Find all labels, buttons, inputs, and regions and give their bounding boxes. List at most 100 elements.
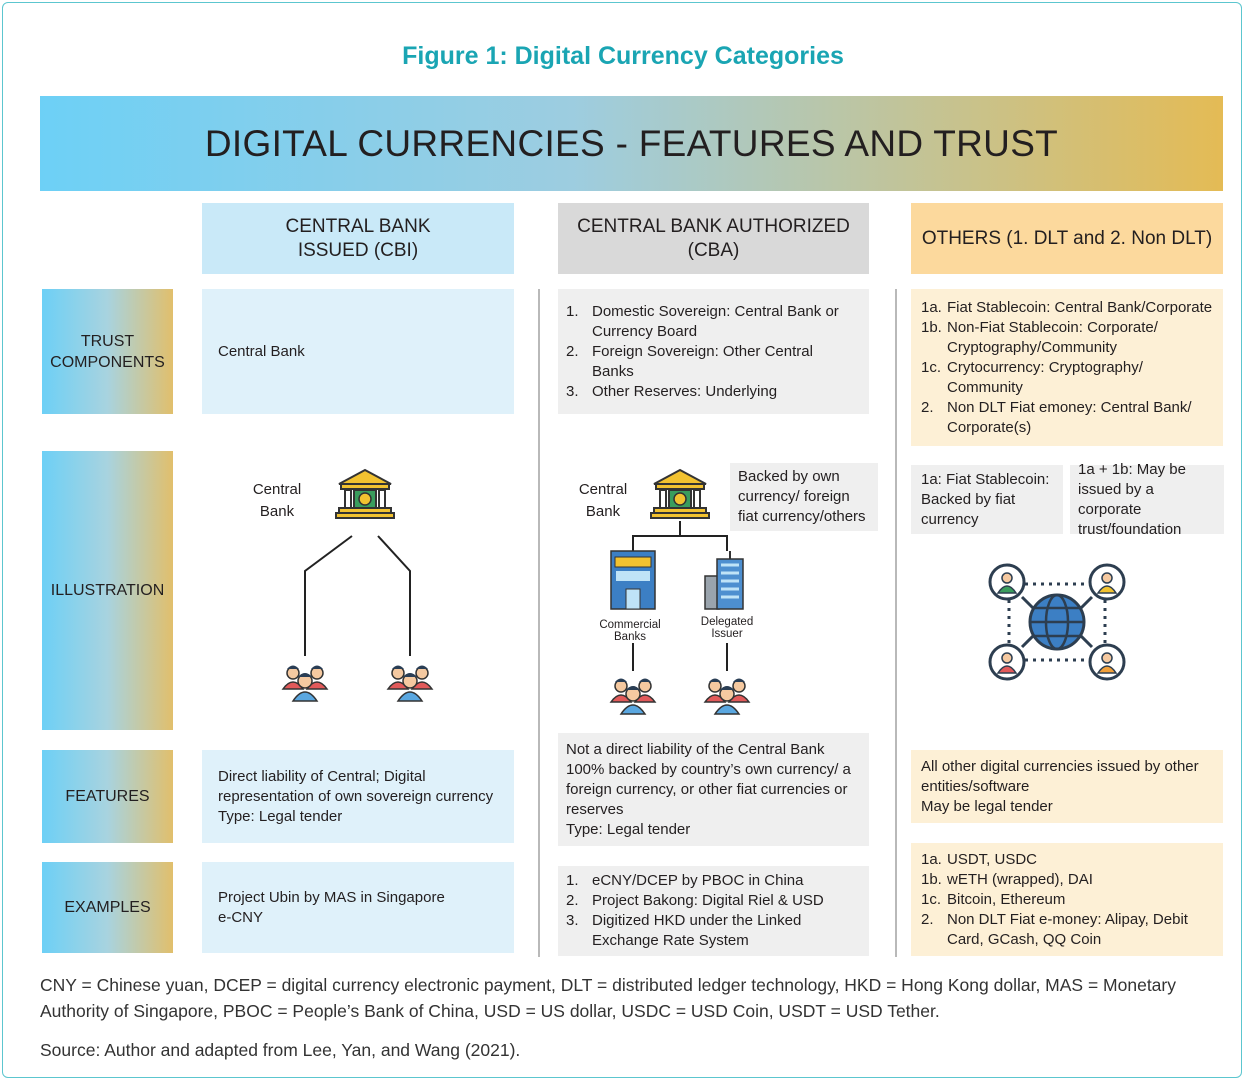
cell: 1a. USDT, USDC 1b. wETH (wrapped), DAI 1c.… xyxy=(911,843,1223,956)
text: May be legal tender xyxy=(921,797,1053,815)
source: Source: Author and adapted from Lee, Yan… xyxy=(40,1040,521,1060)
list-item: 3. Other Reserves: Underlying xyxy=(566,382,853,402)
text: Domestic Sovereign: Central Bank or Curr… xyxy=(592,302,839,340)
text: Backed by own currency/ foreign fiat cur… xyxy=(738,468,866,525)
note: 1a + 1b: May be issued by a corporate tr… xyxy=(1070,461,1224,538)
list-item: 3. Digitized HKD under the Linked Exchang… xyxy=(566,911,853,951)
text: Non DLT Fiat emoney: Central Bank/ Corpo… xyxy=(947,398,1192,436)
marker: 2. xyxy=(566,342,579,360)
list-item: 1. eCNY/DCEP by PBOC in China xyxy=(566,871,853,891)
list-item: 1c. Bitcoin, Ethereum xyxy=(921,890,1213,910)
divider xyxy=(895,289,897,957)
cell: 1. eCNY/DCEP by PBOC in China 2. Project B… xyxy=(558,866,869,956)
text: Crytocurrency: Cryptography/ Community xyxy=(947,358,1143,396)
people-icon xyxy=(610,677,656,715)
text: e-CNY xyxy=(218,908,264,926)
text: Non-Fiat Stablecoin: Corporate/ Cryptogr… xyxy=(947,318,1158,356)
list-item: 1. Domestic Sovereign: Central Bank or Cu… xyxy=(566,302,853,342)
text: All other digital currencies issued by o… xyxy=(921,757,1199,795)
network-icon xyxy=(988,563,1126,681)
column-header: CENTRAL BANK ISSUED (CBI) xyxy=(202,203,514,274)
text: Fiat Stablecoin: Central Bank/Corporate xyxy=(947,298,1213,316)
list-item: 2. Project Bakong: Digital Riel & USD xyxy=(566,891,853,911)
cba-illustration xyxy=(610,469,750,715)
text: Not a direct liability of the Central Ba… xyxy=(566,740,825,758)
marker: 1c. xyxy=(921,890,942,908)
list-item: 1a. Fiat Stablecoin: Central Bank/Corpora… xyxy=(921,298,1219,318)
text: Non DLT Fiat e-money: Alipay, Debit Card… xyxy=(947,910,1188,948)
marker: 1c. xyxy=(921,358,942,376)
divider xyxy=(538,289,540,957)
banner: DIGITAL CURRENCIES - FEATURES AND TRUST xyxy=(40,96,1223,191)
marker: 1b. xyxy=(921,318,942,336)
cell: 1. Domestic Sovereign: Central Bank or Cu… xyxy=(558,289,869,414)
note: Backed by own currency/ foreign fiat cur… xyxy=(730,463,878,531)
text: Central Bank xyxy=(218,342,305,360)
row-label: ILLUSTRATION xyxy=(42,451,173,730)
note: 1a: Fiat Stablecoin: Backed by fiat curr… xyxy=(911,465,1063,534)
commercial-bank-icon xyxy=(610,550,656,610)
footnote: CNY = Chinese yuan, DCEP = digital curre… xyxy=(40,975,1176,1021)
marker: 1. xyxy=(566,872,579,889)
text: Digitized HKD under the Linked Exchange … xyxy=(592,912,802,949)
marker: 1a. xyxy=(921,850,942,868)
text: Project Ubin by MAS in Singapore xyxy=(218,888,445,906)
text: 1a + 1b: May be issued by a corporate tr… xyxy=(1078,460,1186,538)
row-label: TRUST COMPONENTS xyxy=(42,289,173,414)
label: Commercial Banks xyxy=(599,619,661,643)
text: Foreign Sovereign: Other Central Banks xyxy=(592,342,813,380)
marker: 3. xyxy=(566,912,579,929)
text: 1a: Fiat Stablecoin: Backed by fiat curr… xyxy=(921,470,1050,528)
list-item: 2. Non DLT Fiat emoney: Central Bank/ Cor… xyxy=(921,398,1219,438)
bank-icon xyxy=(650,469,710,519)
delegated-issuer-icon xyxy=(704,551,744,610)
text: Other Reserves: Underlying xyxy=(592,382,778,400)
connector xyxy=(304,535,353,656)
text: Direct liability of Central; Digital rep… xyxy=(218,767,494,805)
cbi-illustration xyxy=(282,469,433,702)
marker: 2. xyxy=(921,398,934,416)
list-item: 1c. Crytocurrency: Cryptography/ Communit… xyxy=(921,358,1219,398)
people-icon xyxy=(282,664,328,702)
list-item: 1a. USDT, USDC xyxy=(921,850,1213,870)
list-item: 2. Non DLT Fiat e-money: Alipay, Debit Ca… xyxy=(921,910,1213,950)
cell: Project Ubin by MAS in Singapore e-CNY xyxy=(202,862,514,953)
connector xyxy=(632,521,681,551)
text: Type: Legal tender xyxy=(566,820,691,838)
list-item: 1b. wETH (wrapped), DAI xyxy=(921,870,1213,890)
label: Central Bank xyxy=(578,481,628,520)
text: Type: Legal tender xyxy=(218,807,343,825)
text: USDT, USDC xyxy=(947,850,1038,868)
cell: Central Bank xyxy=(202,289,514,414)
text: wETH (wrapped), DAI xyxy=(947,870,1093,888)
marker: 2. xyxy=(921,910,934,928)
column-header: OTHERS (1. DLT and 2. Non DLT) xyxy=(911,203,1223,274)
label: Central Bank xyxy=(252,481,302,520)
row-label: EXAMPLES xyxy=(42,862,173,953)
cell: Direct liability of Central; Digital rep… xyxy=(202,750,514,843)
column-header: CENTRAL BANK AUTHORIZED (CBA) xyxy=(558,203,869,274)
text: 100% backed by country’s own currency/ a… xyxy=(566,760,851,818)
row-label: FEATURES xyxy=(42,750,173,843)
label: Delegated Issuer xyxy=(700,616,754,640)
list-item: 1b. Non-Fiat Stablecoin: Corporate/ Crypt… xyxy=(921,318,1219,358)
cell: Not a direct liability of the Central Ba… xyxy=(558,733,869,846)
marker: 3. xyxy=(566,382,579,400)
cell: All other digital currencies issued by o… xyxy=(911,750,1223,823)
list-item: 2. Foreign Sovereign: Other Central Banks xyxy=(566,342,853,382)
text: Project Bakong: Digital Riel & USD xyxy=(592,892,824,909)
cell: 1a. Fiat Stablecoin: Central Bank/Corpora… xyxy=(911,289,1223,446)
people-icon xyxy=(387,664,433,702)
marker: 1b. xyxy=(921,870,942,888)
marker: 2. xyxy=(566,892,579,909)
text: Bitcoin, Ethereum xyxy=(947,890,1066,908)
figure-title: Figure 1: Digital Currency Categories xyxy=(402,42,844,70)
connector xyxy=(377,535,411,656)
marker: 1a. xyxy=(921,298,942,316)
connector xyxy=(680,535,728,551)
marker: 1. xyxy=(566,302,579,320)
text: eCNY/DCEP by PBOC in China xyxy=(592,872,804,889)
bank-icon xyxy=(335,469,395,519)
